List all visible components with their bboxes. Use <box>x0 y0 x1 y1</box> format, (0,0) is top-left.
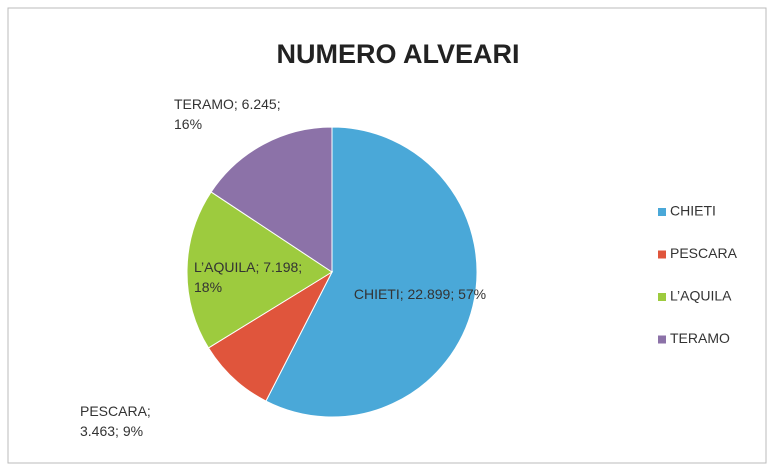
legend-label: TERAMO <box>670 330 730 346</box>
chart-title: NUMERO ALVEARI <box>277 39 520 69</box>
pie-slice <box>210 126 333 273</box>
pie-slice <box>186 191 333 349</box>
legend-swatch <box>658 335 666 344</box>
legend-swatch <box>658 293 666 301</box>
data-label: TERAMO; 6.245; 16% <box>174 96 281 132</box>
legend-label: L’AQUILA <box>670 288 732 304</box>
pie-slice <box>265 126 478 418</box>
legend-swatch <box>658 208 666 216</box>
legend-label: PESCARA <box>670 245 738 261</box>
legend-label: CHIETI <box>670 203 716 219</box>
legend-swatch <box>658 250 666 259</box>
data-label: L’AQUILA; 7.198; 18% <box>194 259 303 295</box>
data-label: CHIETI; 22.899; 57% <box>353 286 487 302</box>
data-label: PESCARA; 3.463; 9% <box>80 403 151 439</box>
